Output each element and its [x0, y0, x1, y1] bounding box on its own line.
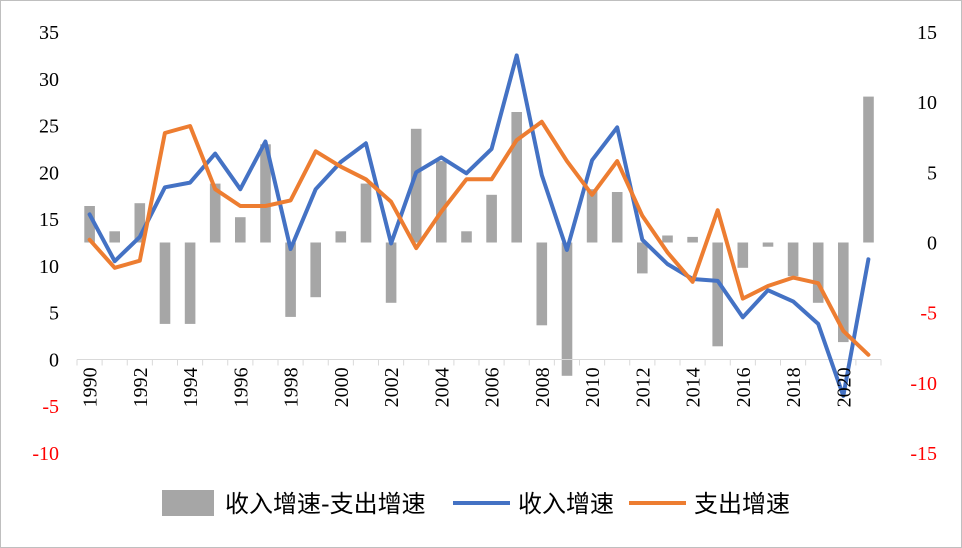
- line-series: [87, 53, 871, 398]
- bar-2008: [536, 242, 548, 326]
- legend-swatch-bar: [162, 490, 214, 516]
- bar-1992: [134, 203, 146, 243]
- bar-2018: [787, 242, 799, 277]
- right-tick-label: 15: [917, 22, 937, 44]
- x-tick-label: 1994: [180, 367, 202, 407]
- right-tick-label: 5: [927, 162, 937, 184]
- legend-label-diff: 收入增速-支出增速: [225, 490, 426, 518]
- left-tick-label: 20: [39, 162, 59, 184]
- x-tick-label: 1992: [130, 367, 152, 407]
- legend: 收入增速-支出增速 收入增速 支出增速: [162, 490, 790, 518]
- x-tick-label: 2014: [683, 367, 705, 407]
- x-tick-label: 2006: [482, 367, 504, 407]
- x-tick-label: 2018: [783, 367, 805, 407]
- bar-1999: [310, 242, 321, 298]
- bar-2019: [812, 242, 824, 303]
- bar-2011: [611, 192, 623, 243]
- left-y-axis: -10 -5 0 5 10 15 20 25 30 35: [32, 22, 59, 465]
- right-y-axis: -15 -10 -5 0 5 10 15: [910, 22, 937, 465]
- income-growth-line: [87, 53, 871, 398]
- bar-2016: [737, 242, 749, 268]
- x-tick-label: 2002: [381, 367, 403, 407]
- right-tick-label: 10: [917, 92, 937, 114]
- left-tick-label: 35: [39, 22, 59, 44]
- left-tick-label: 5: [49, 303, 59, 325]
- bar-1997: [260, 144, 271, 243]
- bar-1998: [285, 242, 296, 317]
- left-tick-label: 25: [39, 116, 59, 138]
- x-tick-label: 1996: [230, 367, 252, 407]
- legend-label-income: 收入增速: [518, 490, 614, 518]
- bar-2004: [436, 161, 447, 243]
- bar-2017: [762, 242, 774, 247]
- bar-1994: [184, 242, 196, 324]
- bar-2012: [637, 242, 648, 274]
- bar-1993: [159, 242, 171, 324]
- left-tick-label: 30: [39, 69, 59, 91]
- bar-1990: [84, 206, 95, 243]
- bar-2002: [385, 242, 397, 303]
- left-tick-label: 10: [39, 256, 59, 278]
- bar-1996: [235, 217, 246, 243]
- x-tick-labels: 1990 1992 1994 1996 1998 2000 2002 2004 2006 2008…: [80, 367, 856, 407]
- bar-2007: [511, 112, 522, 243]
- bar-2001: [360, 183, 372, 243]
- x-tick-label: 2016: [733, 367, 755, 407]
- bar-2006: [486, 194, 497, 243]
- bar-2000: [335, 231, 347, 243]
- right-tick-label: -10: [910, 373, 937, 395]
- bar-2015: [712, 242, 723, 347]
- right-tick-label: -15: [910, 443, 937, 465]
- legend-label-expense: 支出增速: [694, 490, 790, 518]
- expense-growth-line: [87, 119, 871, 357]
- x-tick-label: 1990: [80, 367, 102, 407]
- bar-2021: [863, 96, 874, 243]
- left-tick-label: 15: [39, 209, 59, 231]
- x-axis: [76, 358, 882, 366]
- bar-2014: [687, 236, 698, 243]
- bar-2005: [461, 231, 472, 243]
- x-tick-label: 2004: [431, 367, 453, 407]
- x-tick-label: 2000: [331, 367, 353, 407]
- bar-2013: [662, 235, 673, 243]
- left-tick-label: 0: [49, 349, 59, 371]
- bar-2003: [410, 128, 422, 243]
- x-tick-label: 2010: [582, 367, 604, 407]
- x-tick-label: 1998: [281, 367, 303, 407]
- bar-series: [84, 96, 874, 376]
- left-tick-label: -10: [32, 443, 59, 465]
- left-tick-label: -5: [42, 396, 59, 418]
- bar-1995: [209, 183, 221, 243]
- right-tick-label: -5: [920, 303, 937, 325]
- x-tick-label: 2020: [833, 367, 855, 407]
- bar-2020: [838, 242, 849, 343]
- bar-2010: [586, 189, 598, 243]
- x-tick-label: 2012: [632, 367, 654, 407]
- bar-1991: [109, 231, 120, 243]
- x-tick-label: 2008: [532, 367, 554, 407]
- bar-2009: [561, 242, 573, 376]
- right-tick-label: 0: [927, 233, 937, 255]
